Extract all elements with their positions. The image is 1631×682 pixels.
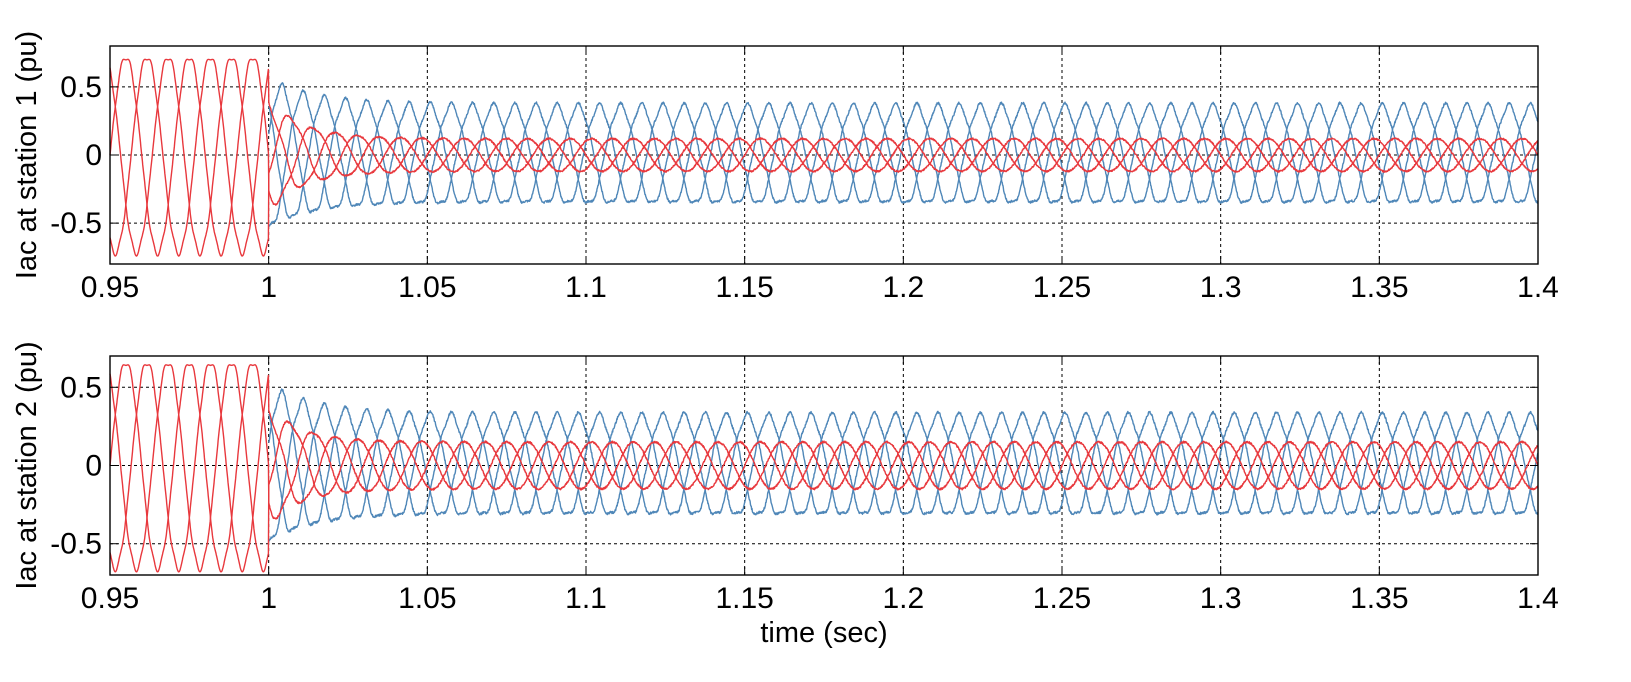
- red-phase-trace: [109, 364, 1539, 573]
- y-tick-label: -0.5: [50, 207, 102, 240]
- x-tick-label: 1: [260, 271, 277, 304]
- x-tick-label: 1.1: [565, 582, 607, 615]
- x-tick-label: 1.2: [882, 582, 924, 615]
- x-tick-label: 1.4: [1517, 582, 1559, 615]
- x-tick-label: 1.1: [565, 271, 607, 304]
- traces-station-2: [109, 364, 1539, 573]
- y-tick-label: 0.5: [60, 371, 102, 404]
- plot-station-2: 0.95 1 1.05 1.1 1.15 1.2 1.25 1.3 1.35 1.4 0.5 0 -0…: [11, 341, 1559, 615]
- y-tick-label: 0: [85, 139, 102, 172]
- x-tick-label: 0.95: [81, 582, 139, 615]
- x-tick-label: 1.35: [1350, 271, 1408, 304]
- blue-phase-trace: [268, 396, 1539, 542]
- x-tick-label: 1.3: [1200, 582, 1242, 615]
- blue-phase-trace: [268, 82, 1539, 214]
- blue-phase-trace: [268, 402, 1539, 533]
- y-tick-label: 0.5: [60, 71, 102, 104]
- x-tick-label: 0.95: [81, 271, 139, 304]
- x-tick-label: 1.25: [1033, 582, 1091, 615]
- x-tick-label: 1.3: [1200, 271, 1242, 304]
- x-tick-label: 1.2: [882, 271, 924, 304]
- x-tick-label: 1.35: [1350, 582, 1408, 615]
- x-tick-label: 1.05: [398, 582, 456, 615]
- x-tick-label: 1.4: [1517, 271, 1559, 304]
- x-tick-label: 1.15: [715, 582, 773, 615]
- y-tick-label: -0.5: [50, 528, 102, 561]
- y-tick-labels-station-2: 0.5 0 -0.5: [50, 371, 1538, 561]
- y-tick-labels-station-1: 0.5 0 -0.5: [50, 71, 1538, 240]
- y-axis-label-station-1: Iac at station 1 (pu): [11, 31, 43, 279]
- x-tick-labels-station-2: 0.95 1 1.05 1.1 1.15 1.2 1.25 1.3 1.35 1.4: [81, 356, 1559, 615]
- blue-phase-trace: [268, 89, 1539, 227]
- y-axis-label-station-2: Iac at station 2 (pu): [11, 341, 43, 589]
- blue-phase-trace: [268, 93, 1539, 219]
- x-tick-label: 1: [260, 582, 277, 615]
- y-tick-label: 0: [85, 450, 102, 483]
- x-tick-labels-station-1: 0.95 1 1.05 1.1 1.15 1.2 1.25 1.3 1.35 1.4: [81, 46, 1559, 304]
- x-tick-label: 1.15: [715, 271, 773, 304]
- x-tick-label: 1.25: [1033, 271, 1091, 304]
- plot-station-1: 0.95 1 1.05 1.1 1.15 1.2 1.25 1.3 1.35 1.4 0.5 0 -0…: [11, 31, 1559, 304]
- red-phase-trace: [109, 58, 1539, 257]
- blue-phase-trace: [268, 388, 1539, 527]
- red-phase-trace: [109, 58, 1539, 257]
- x-tick-label: 1.05: [398, 271, 456, 304]
- x-axis-label: time (sec): [760, 617, 887, 649]
- red-phase-trace: [109, 364, 1539, 573]
- traces-station-1: [109, 58, 1539, 257]
